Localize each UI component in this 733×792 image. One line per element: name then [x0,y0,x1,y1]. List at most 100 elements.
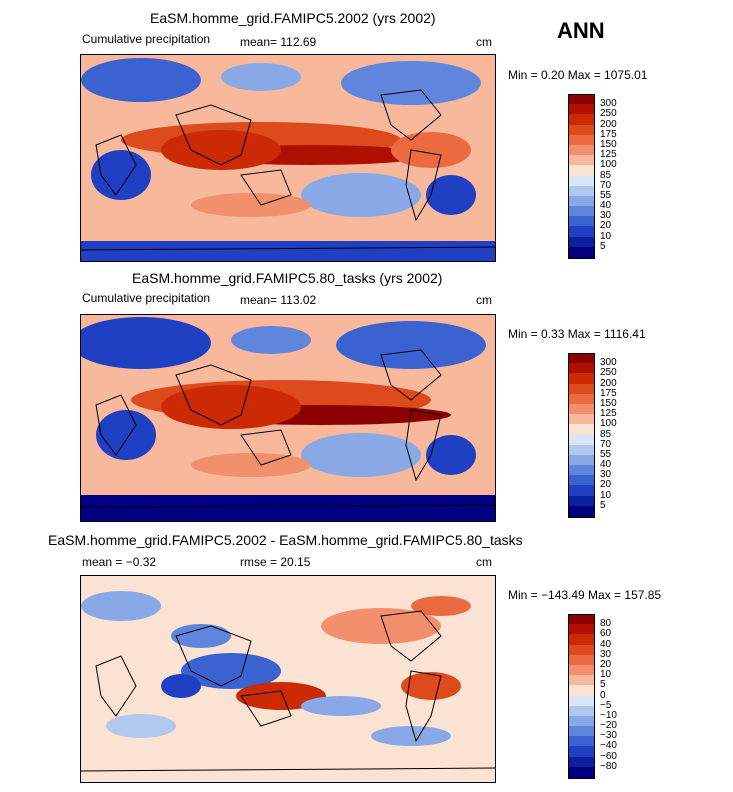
colorbar-swatch [568,363,595,374]
colorbar-tick-label: 10 [600,489,612,501]
colorbar-swatch [568,726,595,737]
colorbar-swatch [568,246,595,259]
colorbar-swatch [568,505,595,518]
colorbar-swatch [568,715,595,727]
colorbar-swatch [568,736,595,747]
colorbar-tick-label: 100 [600,159,617,171]
colorbar-tick-label: 85 [600,169,612,181]
colorbar-swatch [568,175,595,187]
colorbar-swatch [568,104,595,115]
panel1-map [80,54,496,262]
colorbar-swatch [568,766,595,779]
panel3-map [80,575,496,783]
panel3-map-field [81,576,495,782]
colorbar-tick-label: 175 [600,128,617,140]
panel3-mean: mean = −0.32 [82,555,157,569]
colorbar-tick-label: −5 [600,699,612,711]
colorbar-tick-label: 250 [600,367,617,379]
colorbar-swatch [568,756,595,768]
colorbar-swatch [568,675,595,686]
colorbar-tick-label: 40 [600,459,612,471]
colorbar-swatch [568,124,595,136]
colorbar-swatch [568,664,595,676]
colorbar-swatch [568,495,595,507]
panel3-colorbar: 80 60 40 30 20 10 5 0 −5 −10 −20 −30 −40 −60 −80 [568,614,638,779]
colorbar-swatch [568,485,595,497]
colorbar-swatch [568,155,595,166]
colorbar-tick-label: 30 [600,648,612,660]
colorbar-tick-label: 150 [600,138,617,150]
colorbar-tick-label: 85 [600,428,612,440]
colorbar-swatch [568,373,595,385]
colorbar-tick-label: 10 [600,669,612,681]
colorbar-tick-label: 0 [600,689,606,701]
colorbar-tick-label: 175 [600,387,617,399]
panel1-mean: mean= 112.69 [240,35,317,49]
colorbar-swatch [568,434,595,446]
colorbar-swatch [568,206,595,217]
colorbar-tick-label: 150 [600,397,617,409]
colorbar-swatch [568,444,595,456]
colorbar-tick-label: −10 [600,709,617,721]
colorbar-swatch [568,144,595,156]
colorbar-tick-label: 20 [600,658,612,670]
colorbar-swatch [568,393,595,405]
colorbar-tick-label: −30 [600,730,617,742]
colorbar-tick-label: 200 [600,118,617,130]
colorbar-swatch [568,454,595,466]
colorbar-tick-label: 20 [600,220,612,232]
colorbar-swatch [568,614,595,626]
colorbar-tick-label: 125 [600,149,617,161]
colorbar-swatch [568,216,595,227]
panel1-colorbar: 300 250 200 175 150 125 100 85 70 55 40 30 20 10 5 [568,94,638,259]
colorbar-tick-label: 40 [600,638,612,650]
colorbar-tick-label: 5 [600,499,606,511]
panel2-variable-label: Cumulative precipitation [82,291,211,305]
colorbar-tick-label: 10 [600,230,612,242]
colorbar-tick-label: 70 [600,438,612,450]
colorbar-tick-label: 60 [600,628,612,640]
colorbar-swatch [568,134,595,146]
panel3-minmax: Min = −143.49 Max = 157.85 [508,588,662,602]
colorbar-swatch [568,414,595,425]
panel2-title: EaSM.homme_grid.FAMIPC5.80_tasks (yrs 20… [132,270,443,286]
colorbar-swatch [568,94,595,106]
colorbar-swatch [568,353,595,365]
colorbar-tick-label: 40 [600,200,612,212]
colorbar-tick-label: 80 [600,618,612,630]
colorbar-swatch [568,403,595,415]
colorbar-tick-label: 300 [600,98,617,110]
panel1-map-field [81,55,495,261]
colorbar-swatch [568,634,595,646]
colorbar-swatch [568,695,595,707]
colorbar-swatch [568,685,595,696]
colorbar-swatch [568,195,595,207]
panel2-minmax: Min = 0.33 Max = 1116.41 [508,327,646,341]
panel1-title: EaSM.homme_grid.FAMIPC5.2002 (yrs 2002) [150,10,436,26]
colorbar-tick-label: 30 [600,210,612,222]
colorbar-tick-label: 55 [600,189,612,201]
colorbar-tick-label: −60 [600,750,617,762]
colorbar-tick-label: −20 [600,720,617,732]
panel3-units: cm [476,555,492,569]
colorbar-swatch [568,114,595,126]
panel2-map-field [81,315,495,521]
colorbar-tick-label: 5 [600,240,606,252]
colorbar-swatch [568,644,595,656]
colorbar-tick-label: 250 [600,108,617,120]
colorbar-swatch [568,746,595,758]
panel2-colorbar: 300 250 200 175 150 125 100 85 70 55 40 30 20 10 5 [568,353,638,518]
colorbar-tick-label: 300 [600,357,617,369]
panel3-title: EaSM.homme_grid.FAMIPC5.2002 - EaSM.homm… [48,532,523,548]
panel2-units: cm [476,293,492,307]
colorbar-swatch [568,185,595,197]
colorbar-swatch [568,165,595,176]
panel3-rmse: rmse = 20.15 [240,555,311,569]
colorbar-tick-label: 30 [600,469,612,481]
panel1-minmax: Min = 0.20 Max = 1075.01 [508,68,648,82]
colorbar-swatch [568,654,595,666]
colorbar-tick-label: −80 [600,760,617,772]
panel2-map [80,314,496,522]
panel2-mean: mean= 113.02 [240,293,317,307]
colorbar-tick-label: 70 [600,179,612,191]
